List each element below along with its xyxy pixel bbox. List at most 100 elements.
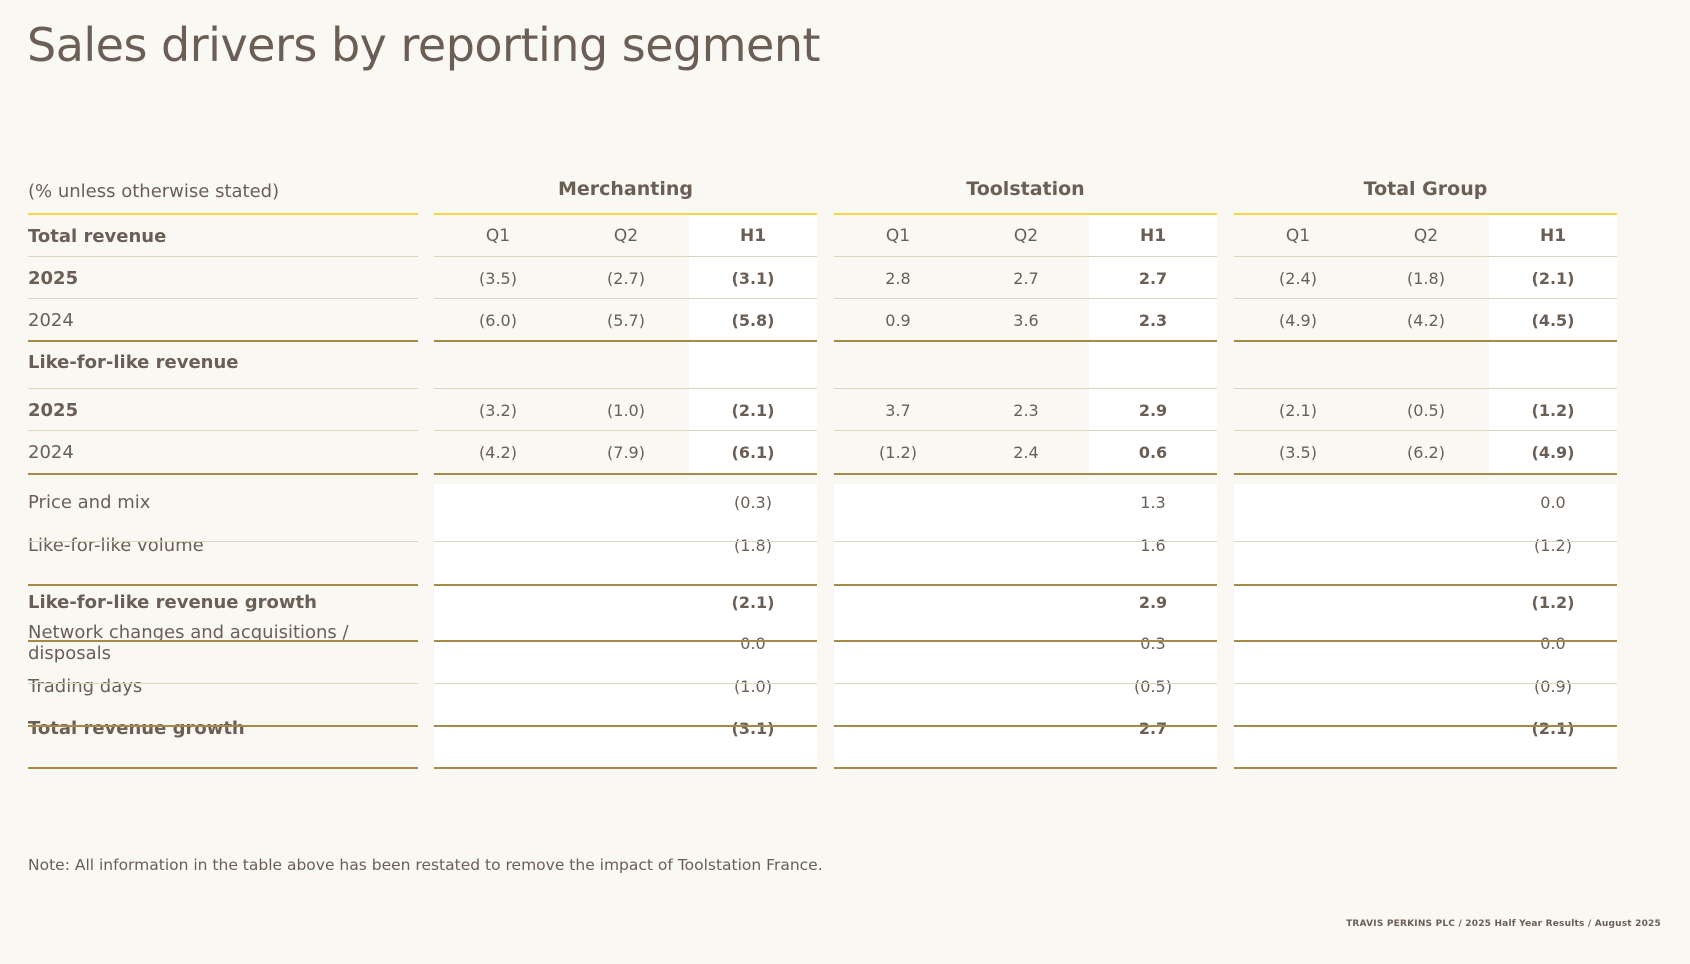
table-cell (834, 341, 962, 383)
table-cell (434, 581, 562, 623)
table-cell: (3.2) (479, 400, 517, 420)
table-cell: 2.7 (1138, 718, 1168, 738)
table-cell (1362, 481, 1490, 523)
row-label: 2024 (28, 309, 74, 331)
row-rule (28, 430, 418, 431)
table-cell (1234, 622, 1362, 664)
row-rule (28, 683, 418, 684)
row-label: 2025 (28, 399, 79, 421)
table-cell: (1.8) (1407, 268, 1445, 288)
table-cell (962, 524, 1090, 566)
segment-lower-bg (434, 484, 817, 768)
table-cell: (0.5) (1407, 400, 1445, 420)
table-cell: 3.7 (885, 400, 911, 420)
row-rule (1234, 725, 1617, 727)
segment-lower-bg (1234, 484, 1617, 768)
row-rule (834, 683, 1217, 684)
row-rule (834, 298, 1217, 299)
table-cell (1234, 707, 1362, 749)
period-header: H1 (1139, 226, 1167, 246)
page-title: Sales drivers by reporting segment (27, 18, 821, 72)
table-cell: 0.9 (885, 310, 911, 330)
table-cell: (2.1) (1279, 400, 1317, 420)
table-cell (434, 665, 562, 707)
table-cell: (3.1) (731, 718, 775, 738)
row-label: 2025 (28, 267, 79, 289)
row-rule (28, 541, 418, 542)
row-rule (434, 388, 817, 389)
period-header: Q2 (613, 226, 639, 246)
row-rule (1234, 640, 1617, 642)
row-rule (28, 256, 418, 257)
table-cell: 0.0 (1540, 633, 1566, 653)
table-cell: 0.3 (1140, 633, 1166, 653)
table-cell: (2.1) (1531, 718, 1575, 738)
row-rule (28, 340, 418, 342)
table-cell: 3.6 (1013, 310, 1039, 330)
table-cell: (2.1) (731, 400, 775, 420)
row-rule (434, 298, 817, 299)
table-cell (562, 665, 690, 707)
table-cell: (4.5) (1531, 310, 1575, 330)
row-rule (28, 388, 418, 389)
segment-header-total-group: Total Group (1363, 178, 1488, 200)
table-cell (1089, 341, 1217, 383)
row-rule (834, 473, 1217, 475)
segment-lower-bg (834, 484, 1217, 768)
segment-header-toolstation: Toolstation (966, 178, 1085, 200)
period-header: Q2 (1413, 226, 1439, 246)
table-cell (1362, 581, 1490, 623)
table-cell (834, 622, 962, 664)
header-rule (1234, 213, 1617, 215)
table-cell (1362, 707, 1490, 749)
table-cell (562, 481, 690, 523)
row-rule (834, 640, 1217, 642)
table-cell: 2.3 (1013, 400, 1039, 420)
row-rule (434, 430, 817, 431)
row-label: Trading days (28, 675, 143, 697)
table-cell: (4.9) (1531, 442, 1575, 462)
segment-header-merchanting: Merchanting (557, 178, 694, 200)
table-cell (434, 524, 562, 566)
table-cell: (1.0) (607, 400, 645, 420)
header-rule (434, 213, 817, 215)
row-label: 2024 (28, 441, 74, 463)
row-rule (434, 584, 817, 586)
table-cell (834, 524, 962, 566)
table-cell (1234, 481, 1362, 523)
row-rule (434, 541, 817, 542)
row-label: Total revenue growth (28, 717, 245, 739)
row-label: Price and mix (28, 491, 151, 513)
table-cell: 2.4 (1013, 442, 1039, 462)
table-cell (562, 622, 690, 664)
row-rule (434, 640, 817, 642)
table-cell: (6.2) (1407, 442, 1445, 462)
table-cell: (5.8) (731, 310, 775, 330)
table-cell: (1.8) (734, 535, 772, 555)
row-rule (834, 584, 1217, 586)
table-cell (434, 622, 562, 664)
row-rule (28, 473, 418, 475)
table-cell: (0.5) (1134, 676, 1172, 696)
table-cell: 2.7 (1138, 268, 1168, 288)
table-cell (1234, 524, 1362, 566)
row-rule (1234, 340, 1617, 342)
row-rule (1234, 430, 1617, 431)
table-cell (1234, 581, 1362, 623)
header-rule (28, 213, 418, 215)
row-rule (834, 256, 1217, 257)
table-cell (834, 707, 962, 749)
table-cell (562, 581, 690, 623)
table-cell: 1.6 (1140, 535, 1166, 555)
row-rule (434, 767, 817, 769)
table-cell: 2.3 (1138, 310, 1168, 330)
table-cell: (0.3) (734, 492, 772, 512)
period-header: Q1 (885, 226, 911, 246)
row-rule (834, 725, 1217, 727)
table-cell: (1.2) (1534, 535, 1572, 555)
header-rule (834, 213, 1217, 215)
table-cell: 1.3 (1140, 492, 1166, 512)
table-cell: 2.9 (1138, 592, 1168, 612)
row-rule (1234, 473, 1617, 475)
